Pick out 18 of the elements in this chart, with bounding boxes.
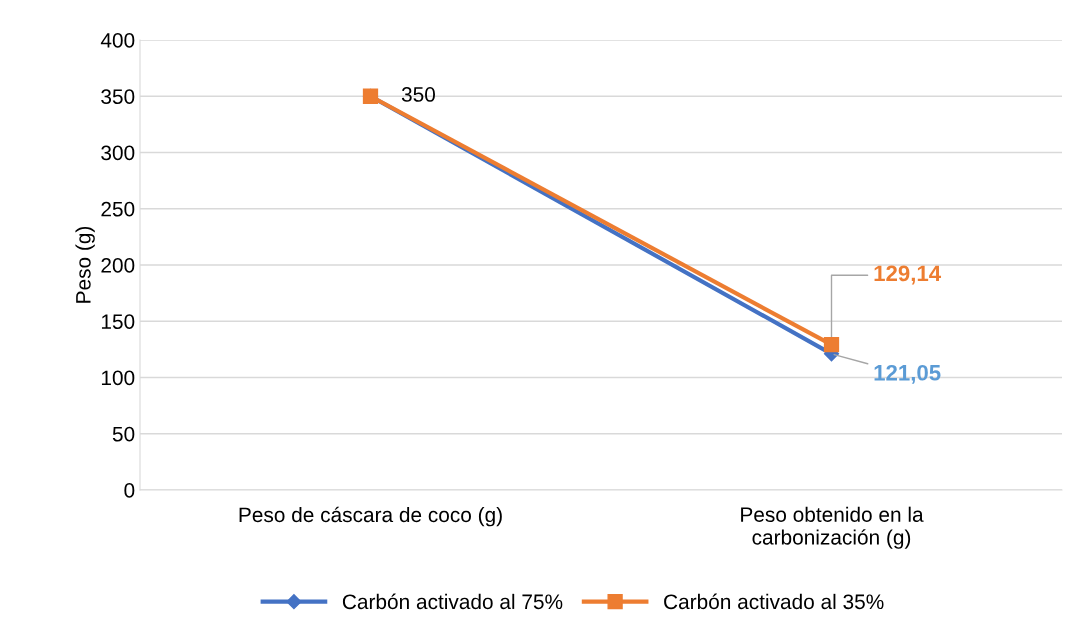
x-tick-label: Peso obtenido en la carbonización (g)	[741, 506, 924, 549]
legend-label: Carbón activado al 35%	[664, 593, 884, 610]
x-tick-label: Peso de cáscara de coco (g)	[239, 506, 502, 527]
y-tick-label: 200	[101, 258, 135, 273]
y-tick-label: 250	[101, 201, 135, 217]
data-label: 121,05	[874, 364, 941, 384]
y-axis-title: Peso (g)	[75, 226, 95, 303]
y-tick-label: 300	[101, 145, 135, 161]
y-tick-label: 50	[112, 426, 135, 442]
data-label: 129,14	[874, 265, 942, 285]
point	[823, 337, 840, 353]
y-tick-label: 400	[100, 33, 135, 48]
data-label: 350	[401, 87, 435, 102]
y-tick-label: 150	[101, 314, 135, 329]
legend-label: Carbón activado al 75%	[342, 593, 563, 610]
y-tick-label: 350	[101, 89, 135, 104]
y-tick-label: 0	[124, 483, 135, 498]
y-tick-label: 100	[101, 370, 135, 386]
